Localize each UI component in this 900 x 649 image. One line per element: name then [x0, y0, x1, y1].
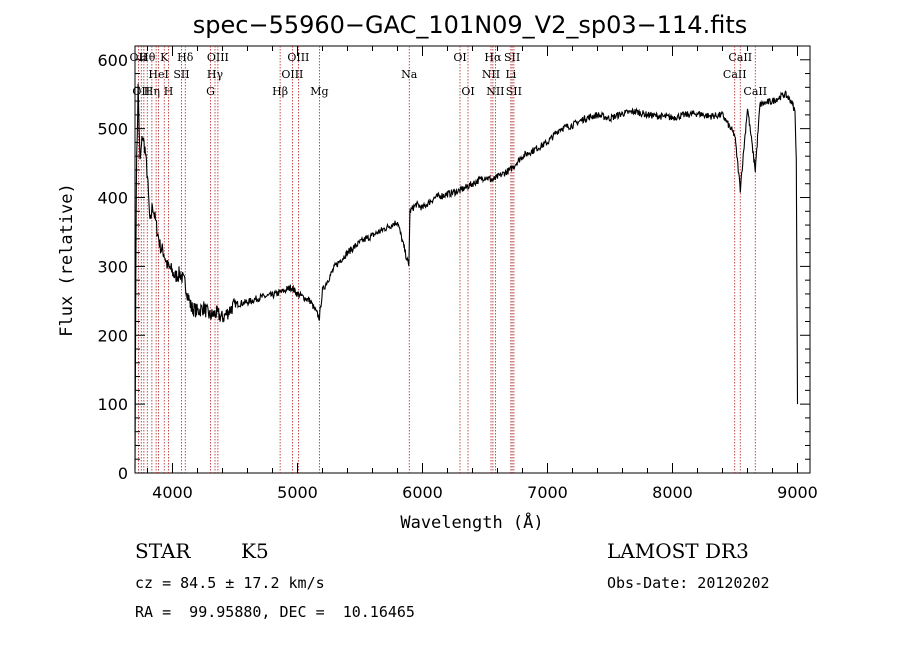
line-marker-label: Hθ: [139, 51, 156, 64]
line-marker-label: NII: [486, 85, 504, 98]
line-marker-label: OI: [461, 85, 474, 98]
y-tick-label: 200: [97, 326, 128, 345]
line-marker-label: OII: [132, 85, 150, 98]
spectral-subclass: K5: [241, 539, 269, 563]
line-marker-label: CaII: [728, 51, 752, 64]
spectrum-line: [134, 83, 799, 470]
line-marker-label: OIII: [281, 68, 303, 81]
x-tick-label: 9000: [777, 483, 818, 502]
object-class: STAR: [135, 539, 191, 563]
line-marker-label: OI: [453, 51, 466, 64]
line-marker-label: SII: [173, 68, 189, 81]
line-marker-label: OIII: [207, 51, 229, 64]
line-marker-label: Na: [401, 68, 418, 81]
x-tick-label: 7000: [527, 483, 568, 502]
axis-ticks: 4000 5000 6000 7000 8000 9000 0 100 200 300 400 500…: [97, 46, 818, 502]
line-marker-label: Hδ: [177, 51, 194, 64]
y-tick-label: 100: [97, 395, 128, 414]
line-marker-label: OII: [130, 51, 148, 64]
y-tick-label: 0: [118, 464, 128, 483]
line-marker-label: CaII: [743, 85, 767, 98]
x-axis-label: Wavelength (Å): [400, 511, 543, 533]
observation-date: Obs-Date: 20120202: [607, 574, 770, 592]
line-marker-label: OIII: [287, 51, 309, 64]
y-tick-label: 400: [97, 189, 128, 208]
x-tick-label: 8000: [652, 483, 693, 502]
line-marker-label: Hβ: [272, 85, 288, 98]
line-marker-label: SII: [506, 85, 522, 98]
y-tick-label: 300: [97, 257, 128, 276]
coordinates-readout: RA = 99.95880, DEC = 10.16465: [135, 603, 415, 621]
survey-name: LAMOST DR3: [607, 539, 749, 563]
line-marker-label: Hη: [144, 85, 160, 98]
x-tick-label: 6000: [402, 483, 443, 502]
line-marker-label: G: [206, 85, 215, 98]
line-marker-label: CaII: [723, 68, 747, 81]
line-marker-label: SII: [504, 51, 520, 64]
line-marker-label: H: [164, 85, 174, 98]
line-marker-label: K: [160, 51, 169, 64]
line-marker-labels: OIIOIIHθHηHeIKHSIIHδGHγOIIIHβOIIIOIIIMgN…: [130, 51, 768, 98]
redshift-readout: cz = 84.5 ± 17.2 km/s: [135, 574, 325, 592]
y-tick-label: 600: [97, 51, 128, 70]
line-marker-label: NII: [482, 68, 500, 81]
line-marker-label: Hγ: [207, 68, 224, 81]
x-tick-label: 4000: [152, 483, 193, 502]
x-tick-label: 5000: [277, 483, 318, 502]
line-marker-label: Hα: [484, 51, 502, 64]
line-marker-label: Mg: [310, 85, 328, 98]
chart-title: spec−55960−GAC_101N09_V2_sp03−114.fits: [193, 11, 747, 39]
line-marker-label: HeI: [148, 68, 168, 81]
line-markers: [137, 46, 756, 473]
plot-frame: [134, 45, 811, 474]
y-axis-label: Flux (relative): [57, 183, 77, 337]
y-tick-label: 500: [97, 120, 128, 139]
line-marker-label: Li: [505, 68, 516, 81]
